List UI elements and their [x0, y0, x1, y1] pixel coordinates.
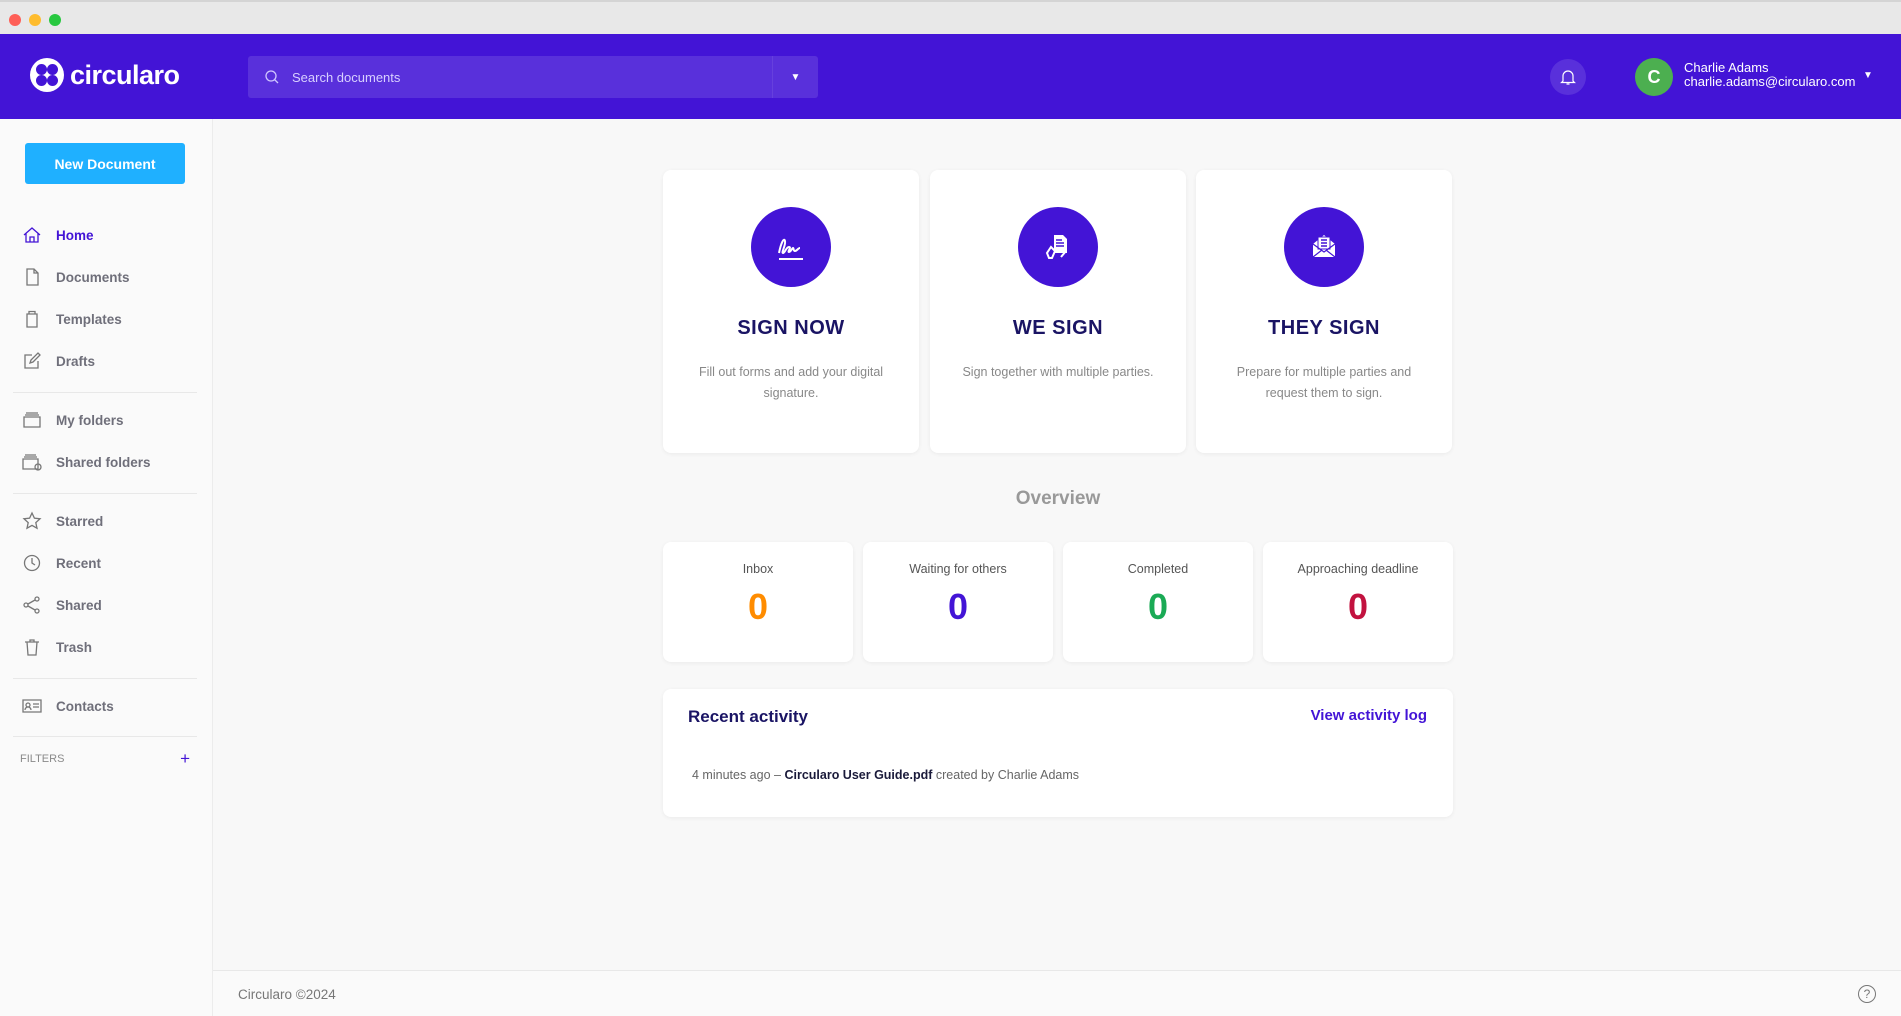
divider — [13, 392, 197, 393]
activity-item: 4 minutes ago – Circularo User Guide.pdf… — [692, 768, 1079, 782]
stat-value: 0 — [747, 586, 769, 627]
view-activity-log-link[interactable]: View activity log — [1310, 707, 1427, 724]
sidebar-item-documents[interactable]: Documents — [0, 259, 212, 295]
document-hand-sign-icon — [1018, 207, 1098, 287]
share-icon — [23, 596, 40, 614]
activity-file-link[interactable]: Circularo User Guide.pdf — [784, 768, 933, 782]
card-description: Sign together with multiple parties. — [962, 365, 1154, 379]
user-info[interactable]: Charlie Adams charlie.adams@circularo.co… — [1684, 61, 1855, 89]
template-icon — [26, 310, 38, 328]
recent-activity-card: Recent activity View activity log 4 minu… — [663, 689, 1453, 817]
help-icon[interactable]: ? — [1858, 985, 1876, 1003]
stat-waiting-for-others[interactable]: Waiting for others 0 — [863, 542, 1053, 662]
chevron-down-icon: ▼ — [790, 71, 801, 83]
top-header: circularo ▼ C Charlie Adams charlie.adam… — [0, 34, 1901, 119]
trash-icon — [25, 639, 39, 656]
card-title: SIGN NOW — [737, 317, 845, 339]
sidebar-item-label: Shared — [56, 597, 102, 613]
sidebar-item-label: Recent — [56, 555, 102, 571]
sidebar-item-contacts[interactable]: Contacts — [0, 688, 212, 724]
bell-icon — [1560, 70, 1576, 85]
divider — [13, 736, 197, 737]
activity-action: created by Charlie Adams — [935, 768, 1080, 782]
overview-heading: Overview — [1015, 488, 1101, 509]
home-icon — [23, 227, 41, 243]
search-options-dropdown[interactable]: ▼ — [772, 56, 818, 98]
contacts-icon — [22, 699, 42, 713]
search-input[interactable] — [280, 69, 772, 85]
folder-icon — [23, 412, 41, 428]
add-filter-button[interactable]: + — [180, 749, 190, 768]
close-window-button[interactable] — [9, 14, 21, 26]
notifications-button[interactable] — [1550, 59, 1586, 95]
stat-approaching-deadline[interactable]: Approaching deadline 0 — [1263, 542, 1453, 662]
sidebar-item-label: Drafts — [56, 353, 96, 369]
clock-icon — [23, 554, 41, 572]
document-icon — [26, 268, 39, 286]
stat-label: Waiting for others — [909, 562, 1007, 576]
sidebar-item-label: Shared folders — [56, 454, 151, 470]
sidebar-item-shared-folders[interactable]: Shared folders — [0, 444, 212, 480]
stat-inbox[interactable]: Inbox 0 — [663, 542, 853, 662]
sidebar-item-label: Home — [56, 227, 94, 243]
stat-value: 0 — [947, 586, 969, 627]
sidebar-item-drafts[interactable]: Drafts — [0, 343, 212, 379]
filters-label: FILTERS — [20, 753, 65, 765]
we-sign-card[interactable]: WE SIGN Sign together with multiple part… — [930, 170, 1186, 453]
stat-label: Inbox — [742, 562, 774, 576]
activity-time: 4 minutes ago — [692, 768, 771, 782]
minimize-window-button[interactable] — [29, 14, 41, 26]
copyright: Circularo ©2024 — [238, 987, 336, 1002]
avatar[interactable]: C — [1635, 58, 1673, 96]
sidebar-item-label: Starred — [56, 513, 104, 529]
card-title: THEY SIGN — [1268, 317, 1380, 339]
stat-label: Completed — [1127, 562, 1189, 576]
sidebar-item-label: Contacts — [56, 698, 114, 714]
brand-name: circularo — [70, 59, 180, 90]
window-titlebar — [0, 0, 1901, 34]
search-icon — [265, 70, 279, 84]
divider — [13, 678, 197, 679]
stat-completed[interactable]: Completed 0 — [1063, 542, 1253, 662]
user-menu-chevron-icon[interactable]: ▼ — [1863, 70, 1873, 81]
recent-activity-title: Recent activity — [688, 707, 808, 726]
footer: Circularo ©2024 ? — [213, 970, 1901, 1016]
sidebar-item-label: Templates — [56, 311, 122, 327]
sidebar-item-templates[interactable]: Templates — [0, 301, 212, 337]
sidebar-item-trash[interactable]: Trash — [0, 629, 212, 665]
user-email: charlie.adams@circularo.com — [1684, 74, 1856, 89]
logo-mark-icon — [30, 58, 64, 92]
sidebar-item-my-folders[interactable]: My folders — [0, 402, 212, 438]
card-description: Prepare for multiple parties and request… — [1236, 365, 1412, 400]
maximize-window-button[interactable] — [49, 14, 61, 26]
sidebar-item-label: My folders — [56, 412, 124, 428]
sidebar-item-starred[interactable]: Starred — [0, 503, 212, 539]
sidebar-item-label: Trash — [56, 639, 93, 655]
shared-folder-icon — [22, 454, 42, 471]
activity-separator: – — [774, 768, 781, 782]
sidebar-item-recent[interactable]: Recent — [0, 545, 212, 581]
user-name: Charlie Adams — [1684, 60, 1769, 75]
sidebar-item-shared[interactable]: Shared — [0, 587, 212, 623]
sidebar: New Document Home Documents Templates Dr… — [0, 119, 213, 1016]
sidebar-item-label: Documents — [56, 269, 130, 285]
card-title: WE SIGN — [1012, 317, 1104, 339]
stat-value: 0 — [1147, 586, 1169, 627]
edit-icon — [24, 352, 41, 369]
divider — [13, 493, 197, 494]
search-bar: ▼ — [248, 56, 818, 98]
they-sign-card[interactable]: THEY SIGN Prepare for multiple parties a… — [1196, 170, 1452, 453]
new-document-button[interactable]: New Document — [25, 143, 185, 184]
envelope-letter-icon — [1284, 207, 1364, 287]
star-icon — [22, 511, 42, 530]
stat-value: 0 — [1347, 586, 1369, 627]
signature-icon — [751, 207, 831, 287]
stat-label: Approaching deadline — [1297, 562, 1419, 576]
logo[interactable]: circularo — [30, 58, 180, 92]
sign-now-card[interactable]: SIGN NOW Fill out forms and add your dig… — [663, 170, 919, 453]
card-description: Fill out forms and add your digital sign… — [698, 365, 884, 400]
filters-section: FILTERS + — [20, 749, 190, 768]
sidebar-item-home[interactable]: Home — [0, 217, 212, 253]
